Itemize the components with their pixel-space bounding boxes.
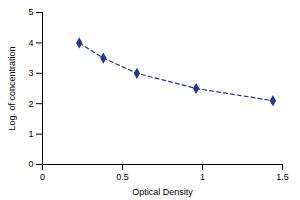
svg-text:0: 0	[40, 172, 45, 182]
svg-text:2: 2	[28, 99, 33, 109]
svg-text:Log. of concentration: Log. of concentration	[7, 46, 17, 130]
svg-text:1.5: 1.5	[276, 172, 289, 182]
svg-text:1: 1	[28, 129, 33, 139]
svg-text:1: 1	[200, 172, 205, 182]
svg-text:0.5: 0.5	[116, 172, 129, 182]
svg-text:3: 3	[28, 68, 33, 78]
svg-text:5: 5	[28, 7, 33, 17]
svg-text:0: 0	[28, 159, 33, 169]
svg-text:4: 4	[28, 38, 33, 48]
svg-text:Optical Density: Optical Density	[132, 187, 193, 197]
